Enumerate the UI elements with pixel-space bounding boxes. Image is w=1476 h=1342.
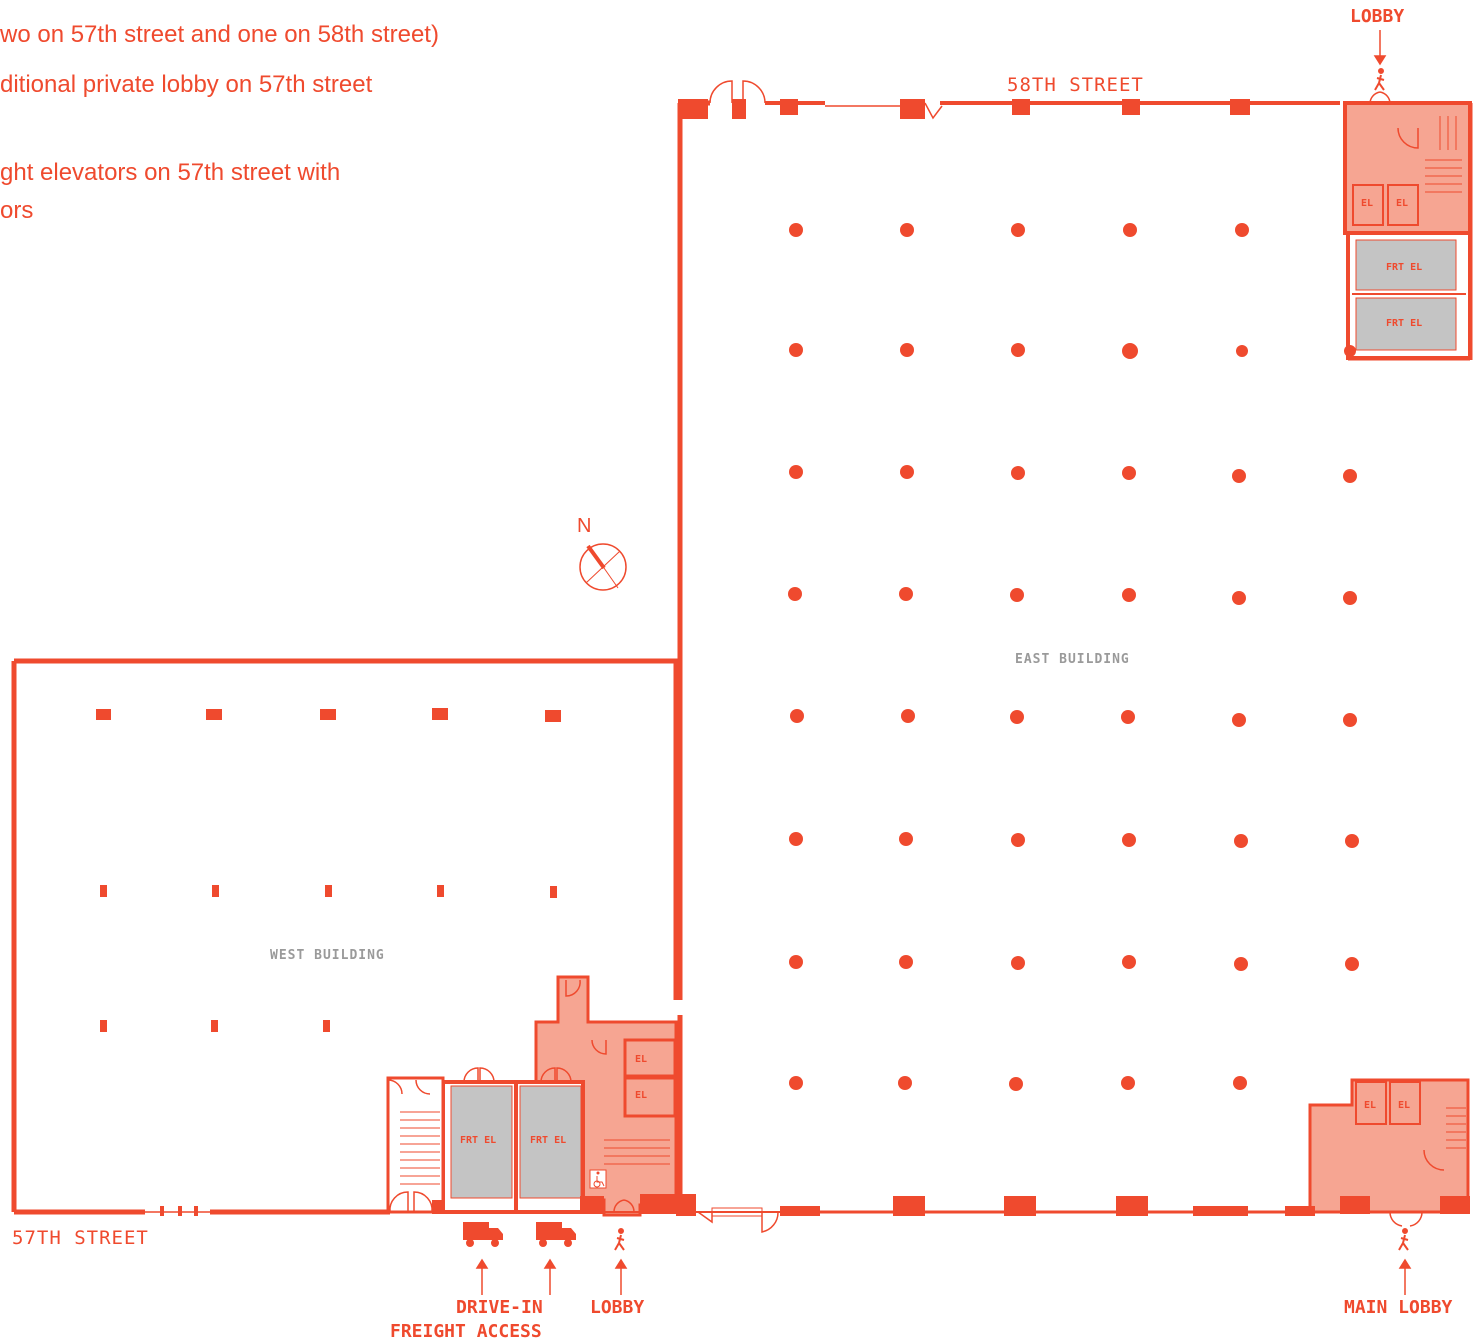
elevator-tag: EL <box>1396 198 1409 209</box>
street-label-58th: 58TH STREET <box>1007 74 1144 96</box>
callout-drive-in-line2: FREIGHT ACCESS <box>390 1321 542 1342</box>
elevator-tag: EL <box>1364 1100 1377 1111</box>
north-wall-piers <box>678 99 1250 119</box>
elevator-tag: EL <box>1361 198 1374 209</box>
note-line-2: ditional private lobby on 57th street <box>0 71 373 98</box>
west-building-columns <box>96 708 561 1032</box>
arrow-up-icon <box>475 1258 1412 1295</box>
freight-elevator-tag: FRT EL <box>1386 262 1423 273</box>
note-line-1: wo on 57th street and one on 58th street… <box>0 21 439 48</box>
walking-person-icon <box>614 1228 625 1251</box>
truck-icon <box>463 1222 503 1247</box>
elevator-tag: EL <box>635 1090 648 1101</box>
freight-elevator-tag: FRT EL <box>530 1135 567 1146</box>
arrow-down-icon <box>1373 30 1387 66</box>
walking-person-icon <box>1398 1228 1409 1251</box>
note-line-4: ors <box>0 197 34 224</box>
north-entry-doors <box>709 80 943 120</box>
west-building-label: WEST BUILDING <box>270 948 385 963</box>
east-building-columns <box>788 223 1359 1091</box>
compass-icon <box>579 543 627 591</box>
truck-icon <box>536 1222 576 1247</box>
callout-top-lobby: LOBBY <box>1350 6 1405 27</box>
northeast-core <box>1343 91 1472 360</box>
wheelchair-icon <box>589 1169 607 1189</box>
freight-elevator-tag: FRT EL <box>460 1135 497 1146</box>
compass-north-label: N <box>577 515 592 537</box>
elevator-tag: EL <box>635 1054 648 1065</box>
freight-elevator-tag: FRT EL <box>1386 318 1423 329</box>
callout-west-lobby: LOBBY <box>590 1297 645 1318</box>
south-wall-piers <box>676 1194 1315 1216</box>
note-line-3: ght elevators on 57th street with <box>0 159 341 186</box>
elevator-tag: EL <box>1398 1100 1411 1111</box>
callout-main-lobby: MAIN LOBBY <box>1344 1297 1453 1318</box>
walking-person-icon <box>1374 68 1385 91</box>
east-building-label: EAST BUILDING <box>1015 652 1130 667</box>
west-building-outline <box>11 658 680 1215</box>
street-label-57th: 57TH STREET <box>12 1227 149 1249</box>
southeast-core <box>1308 1078 1470 1227</box>
callout-drive-in-line1: DRIVE-IN <box>456 1297 543 1318</box>
west-core <box>386 975 780 1233</box>
